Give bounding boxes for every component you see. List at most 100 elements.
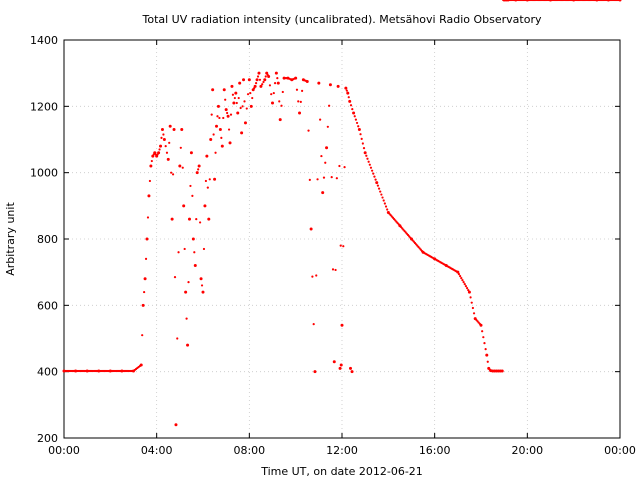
data-point [156, 153, 159, 156]
data-point [159, 144, 163, 148]
data-point [186, 343, 190, 347]
x-tick-label: 04:00 [141, 444, 173, 457]
data-point [258, 78, 262, 81]
data-point [372, 172, 375, 175]
y-tick-label: 1200 [30, 100, 58, 113]
data-point [467, 290, 471, 294]
data-point [96, 369, 99, 373]
data-point [257, 71, 261, 75]
data-point [470, 301, 473, 304]
data-point [594, 0, 597, 2]
data-point [143, 277, 147, 281]
data-point [488, 368, 491, 371]
data-point [504, 0, 507, 2]
data-point [162, 138, 166, 141]
data-point [264, 75, 267, 78]
data-point [187, 281, 190, 284]
data-point [348, 366, 352, 370]
data-point [170, 171, 173, 174]
data-point [168, 124, 172, 128]
data-point [152, 153, 155, 156]
data-point [207, 217, 211, 221]
data-point [213, 177, 217, 181]
data-point [251, 96, 254, 100]
x-tick-label: 00:00 [48, 444, 80, 457]
data-point [246, 93, 250, 96]
data-point [353, 115, 356, 118]
data-point [299, 100, 302, 104]
data-point [187, 217, 191, 221]
y-tick-label: 400 [37, 366, 58, 379]
data-point [195, 171, 199, 175]
data-point [377, 187, 381, 190]
data-point [144, 257, 148, 260]
data-point [146, 216, 150, 219]
data-point [179, 146, 182, 149]
data-point [381, 196, 384, 199]
data-point [484, 348, 487, 351]
data-point [295, 88, 299, 91]
data-point [380, 193, 383, 196]
data-point [240, 131, 244, 135]
y-tick-label: 200 [37, 432, 58, 445]
data-point [336, 84, 340, 88]
data-point [183, 247, 186, 251]
data-point [482, 336, 485, 339]
data-point [342, 245, 345, 248]
data-point [210, 113, 213, 116]
x-tick-label: 08:00 [233, 444, 265, 457]
data-point [249, 91, 252, 95]
data-point [457, 273, 461, 276]
data-point [232, 101, 236, 105]
data-point [181, 166, 184, 169]
data-point [548, 0, 551, 2]
data-point [317, 81, 321, 85]
data-point [253, 86, 256, 90]
data-point [220, 136, 223, 139]
data-point [143, 290, 146, 294]
data-point [199, 277, 203, 281]
data-point [226, 114, 230, 118]
data-point [481, 330, 484, 333]
data-point [226, 111, 229, 115]
data-point [164, 145, 167, 148]
data-point [182, 204, 186, 208]
data-point [272, 91, 275, 95]
data-point [202, 247, 206, 251]
data-point [374, 178, 377, 181]
data-point [165, 151, 169, 154]
data-point [184, 290, 188, 294]
y-tick-label: 1400 [30, 34, 58, 47]
data-point [362, 147, 366, 150]
data-point [502, 0, 505, 2]
data-point [369, 166, 373, 169]
data-point [297, 100, 300, 103]
data-point [177, 251, 180, 254]
data-point [255, 78, 259, 82]
data-point [141, 334, 144, 337]
data-point [222, 116, 225, 120]
data-point [230, 84, 234, 88]
data-point [243, 121, 247, 125]
data-point [176, 337, 179, 340]
data-point [357, 128, 361, 132]
data-point [180, 128, 184, 132]
data-point [216, 115, 219, 118]
data-point [239, 106, 242, 110]
data-point [466, 286, 469, 290]
data-point [276, 77, 279, 80]
data-point [339, 244, 342, 247]
data-point [228, 141, 232, 145]
axis-ticks: 00:00 04:00 08:00 12:00 16:00 20:00 00:0020040… [30, 34, 636, 457]
data-point [166, 157, 170, 161]
data-point [233, 96, 236, 100]
data-point [311, 275, 314, 278]
data-point [361, 142, 364, 145]
data-point [191, 194, 194, 197]
data-point [204, 179, 207, 183]
data-point [131, 369, 134, 373]
data-point [242, 78, 246, 82]
grid-lines [64, 40, 620, 438]
x-axis-label: Time UT, on date 2012-06-21 [260, 465, 423, 478]
data-point [193, 251, 196, 254]
